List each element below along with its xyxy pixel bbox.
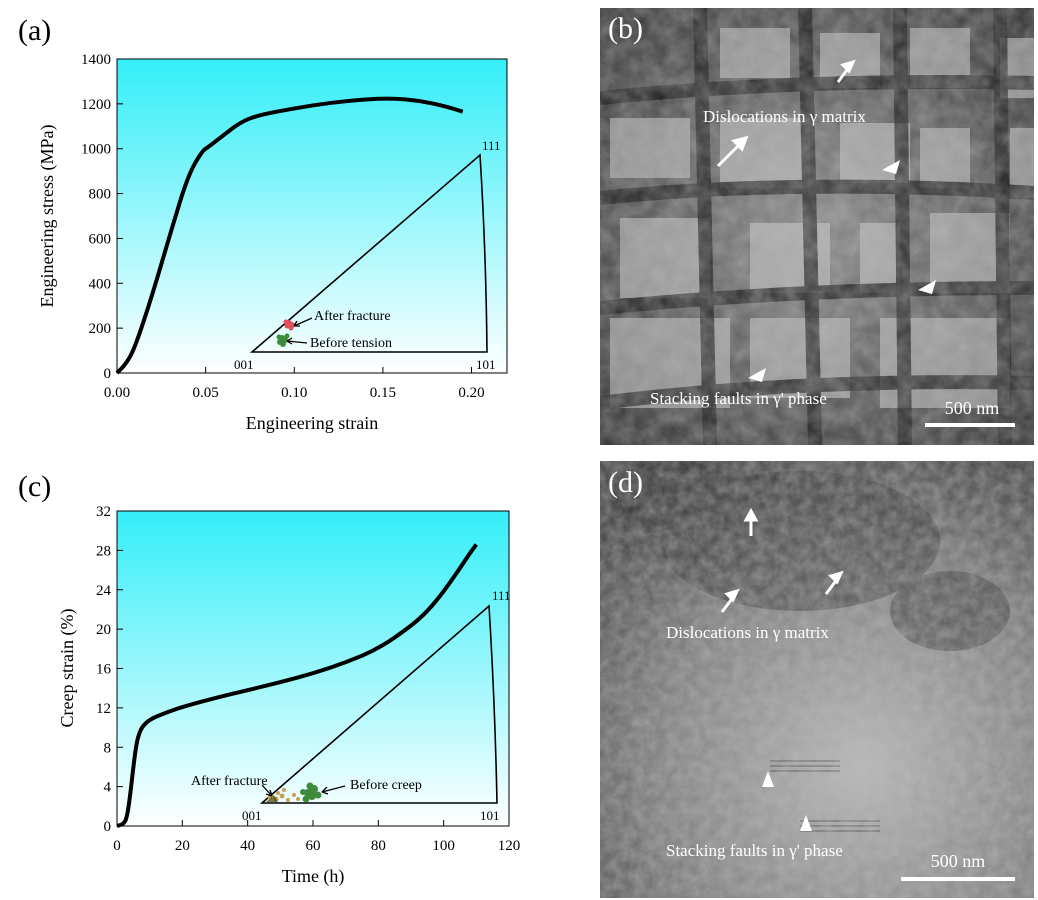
panel-b-label: (b) <box>608 12 643 45</box>
arrow-marker <box>716 59 856 168</box>
scale-bar-label-b: 500 nm <box>945 398 1000 418</box>
chart-a-x-tick-label: 0.15 <box>370 385 396 401</box>
chart-a-y-tick-label: 1000 <box>81 142 111 158</box>
chart-c-y-tick-label: 8 <box>104 740 112 756</box>
annotation-stacking-faults-b: Stacking faults in γ' phase <box>650 389 827 408</box>
tem-image-b: Dislocations in γ matrix Stacking faults… <box>600 8 1034 445</box>
green-dot-cluster <box>300 782 322 803</box>
panel-a-label: (a) <box>18 14 52 47</box>
chart-c-y-tick-label: 16 <box>96 662 112 678</box>
chart-a-y-tick-label: 800 <box>89 187 112 203</box>
ipf-corner-101-c: 101 <box>480 808 500 823</box>
annotation-stacking-faults-d: Stacking faults in γ' phase <box>666 841 843 860</box>
ipf-corner-001-c: 001 <box>242 808 262 823</box>
y-axis-label-a: Engineering stress (MPa) <box>37 125 58 308</box>
arrow-marker <box>720 507 844 613</box>
chart-c-y-tick-label: 24 <box>96 583 112 599</box>
tem-image-d: Dislocations in γ matrix Stacking faults… <box>600 461 1034 898</box>
chart-a-x-tick-label: 0.10 <box>281 385 307 401</box>
chart-c-y-tick-label: 28 <box>96 543 111 559</box>
tem-micrograph-b: Dislocations in γ matrix Stacking faults… <box>600 8 1034 445</box>
chart-c-x-tick-label: 40 <box>240 838 255 854</box>
annotation-dislocations-b: Dislocations in γ matrix <box>703 107 866 126</box>
ipf-corner-111-c: 111 <box>492 588 511 603</box>
chart-c-x-tick-label: 60 <box>306 838 321 854</box>
chart-c-y-tick-label: 20 <box>96 622 111 638</box>
ipf-label-before-tension: Before tension <box>310 336 392 351</box>
panel-d-label: (d) <box>608 466 643 499</box>
chart-c-y-tick-label: 12 <box>96 701 111 717</box>
chart-c-x-tick-label: 20 <box>175 838 190 854</box>
chart-a-y-tick-label: 600 <box>89 231 112 247</box>
ipf-label-after-fracture: After fracture <box>314 309 391 324</box>
chart-a-stress-strain: 0.00 0.05 0.10 0.15 0.20 0 200 400 600 800 1000 120… <box>37 52 508 433</box>
chart-c-y-tick-label: 32 <box>96 504 111 520</box>
chart-c-x-tick-label: 80 <box>371 838 386 854</box>
chart-a-y-tick-label: 200 <box>89 321 112 337</box>
chart-c-y-tick-label: 0 <box>104 819 112 835</box>
chart-c-x-tick-label: 0 <box>113 838 121 854</box>
ipf-corner-001: 001 <box>234 357 254 372</box>
tan-dot-cluster <box>267 788 300 802</box>
y-axis-label-c: Creep strain (%) <box>57 609 78 728</box>
chart-a-x-tick-label: 0.05 <box>193 385 219 401</box>
chart-c-x-tick-label: 120 <box>498 838 520 854</box>
chart-c-y-tick-label: 4 <box>104 780 112 796</box>
plot-area-a <box>116 58 508 374</box>
chart-a-y-tick-label: 0 <box>104 366 112 382</box>
annotation-dislocations-d: Dislocations in γ matrix <box>666 623 829 642</box>
tem-micrograph-d: Dislocations in γ matrix Stacking faults… <box>600 461 1034 898</box>
inverse-pole-figure-c: After fracture Before creep 001 101 111 <box>191 588 511 823</box>
chart-a-y-tick-label: 400 <box>89 276 112 292</box>
panel-c-label: (c) <box>18 470 52 503</box>
scale-bar-label-d: 500 nm <box>931 851 986 871</box>
chart-a-y-tick-label: 1200 <box>81 97 111 113</box>
ipf-label-before-creep: Before creep <box>350 778 422 793</box>
arrowhead-marker <box>762 771 812 831</box>
chart-a-y-tick-label: 1400 <box>81 52 111 68</box>
chart-a-x-tick-label: 0.00 <box>104 385 130 401</box>
red-dot-cluster <box>283 319 295 331</box>
inverse-pole-figure-a: After fracture Before tension 001 101 11… <box>234 138 501 372</box>
arrowhead-marker <box>748 160 936 382</box>
chart-c-creep: 0 20 40 60 80 100 120 0 4 8 12 16 20 24 28 32 After fra… <box>57 504 520 887</box>
chart-a-x-tick-label: 0.20 <box>458 385 484 401</box>
x-axis-label-a: Engineering strain <box>246 413 378 433</box>
creep-curve <box>116 543 478 828</box>
green-dot-cluster <box>276 333 290 347</box>
x-axis-label-c: Time (h) <box>282 866 345 887</box>
ipf-corner-101: 101 <box>476 357 496 372</box>
ipf-label-after-fracture-c: After fracture <box>191 774 268 789</box>
plot-area-c <box>116 510 510 827</box>
ipf-corner-111: 111 <box>482 138 501 153</box>
stress-strain-curve <box>115 96 464 375</box>
chart-c-x-tick-label: 100 <box>432 838 455 854</box>
